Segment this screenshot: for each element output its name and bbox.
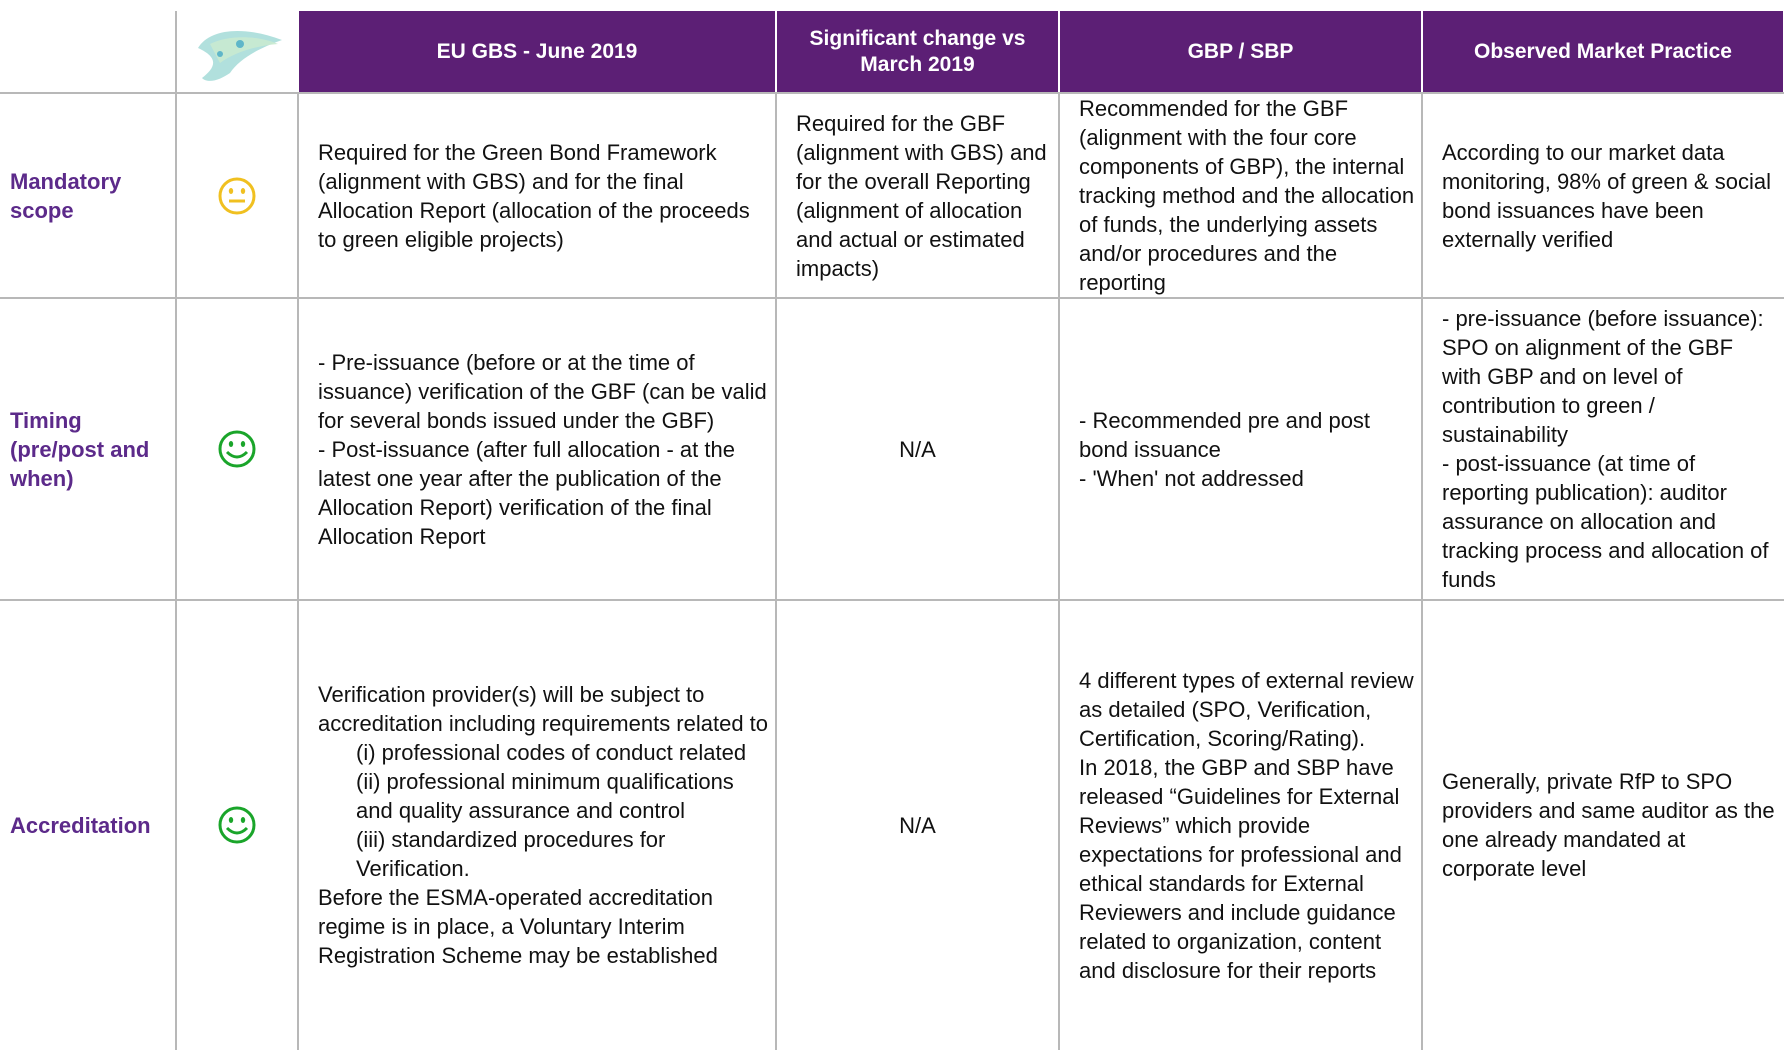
cell-text: N/A bbox=[899, 812, 936, 838]
cell-text: - post-issuance (at time of reporting pu… bbox=[1442, 451, 1769, 592]
table-cell: N/A bbox=[776, 298, 1059, 600]
cell-text: Before the ESMA-operated accreditation r… bbox=[318, 885, 718, 968]
table-cell: Verification provider(s) will be subject… bbox=[298, 600, 776, 1050]
table-cell: - Recommended pre and post bond issuance… bbox=[1059, 298, 1422, 600]
row-label: Timing (pre/post and when) bbox=[10, 407, 150, 491]
grid-line bbox=[175, 11, 177, 1050]
cell-text: Required for the Green Bond Framework (a… bbox=[318, 139, 750, 252]
header-cell: EU GBS - June 2019 bbox=[299, 11, 775, 93]
grid-line bbox=[297, 93, 299, 1050]
table-cell: 4 different types of external review as … bbox=[1059, 600, 1422, 1050]
cell-text: Verification provider(s) will be subject… bbox=[318, 682, 769, 736]
table-cell: - Pre-issuance (before or at the time of… bbox=[298, 298, 776, 600]
header-cell: Observed Market Practice bbox=[1423, 11, 1783, 93]
grid-line bbox=[775, 93, 777, 1050]
cell-text: N/A bbox=[899, 436, 936, 462]
table-cell: - pre-issuance (before issuance): SPO on… bbox=[1422, 298, 1784, 600]
table-cell: According to our market data monitoring,… bbox=[1422, 93, 1784, 298]
cell-text: - Pre-issuance (before or at the time of… bbox=[318, 349, 767, 433]
cell-text: - pre-issuance (before issuance): SPO on… bbox=[1442, 306, 1764, 447]
grid-line bbox=[0, 599, 1784, 601]
grid-line bbox=[1421, 93, 1423, 1050]
table-cell: N/A bbox=[776, 600, 1059, 1050]
cell-text: - Recommended pre and post bond issuance bbox=[1079, 407, 1371, 462]
cell-text: Generally, private RfP to SPO providers … bbox=[1442, 769, 1775, 881]
logo bbox=[198, 30, 282, 81]
cell-text: According to our market data monitoring,… bbox=[1442, 139, 1771, 252]
cell-text: 4 different types of external review as … bbox=[1079, 667, 1414, 751]
cell-text: (i) professional codes of conduct relate… bbox=[356, 740, 747, 765]
row-label: Mandatory scope bbox=[10, 168, 122, 223]
cell-text: (iii) standardized procedures for Verifi… bbox=[356, 827, 666, 881]
row-label: Accreditation bbox=[10, 812, 151, 838]
grid-line bbox=[0, 92, 1784, 94]
cell-text: (ii) professional minimum qualifications… bbox=[356, 769, 734, 823]
cell-text: Recommended for the GBF (alignment with … bbox=[1079, 96, 1415, 295]
header-cell: Significant change vs March 2019 bbox=[777, 11, 1058, 93]
grid-line bbox=[1058, 93, 1060, 1050]
smiley-icon bbox=[218, 430, 256, 468]
cell-text: In 2018, the GBP and SBP have released “… bbox=[1079, 754, 1402, 983]
table-cell: Required for the Green Bond Framework (a… bbox=[298, 93, 776, 298]
neutral-icon bbox=[218, 177, 256, 214]
cell-text: - 'When' not addressed bbox=[1079, 465, 1304, 491]
cell-text: Required for the GBF (alignment with GBS… bbox=[796, 110, 1047, 281]
grid-line bbox=[0, 297, 1784, 299]
table-cell: Recommended for the GBF (alignment with … bbox=[1059, 93, 1422, 298]
cell-text: - Post-issuance (after full allocation -… bbox=[318, 436, 735, 549]
table-cell: Required for the GBF (alignment with GBS… bbox=[776, 93, 1059, 298]
table-cell: Generally, private RfP to SPO providers … bbox=[1422, 600, 1784, 1050]
smiley-icon bbox=[218, 806, 256, 844]
header-cell: GBP / SBP bbox=[1060, 11, 1421, 93]
